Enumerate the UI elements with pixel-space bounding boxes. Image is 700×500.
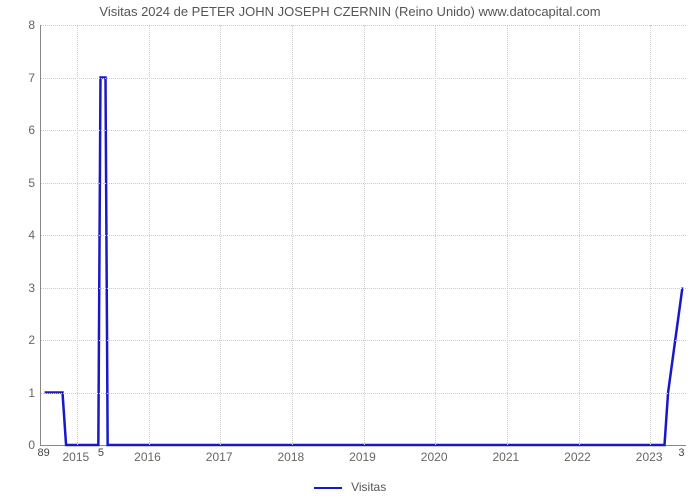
y-tick-label: 0 (5, 438, 35, 452)
gridline-vertical (77, 25, 78, 445)
y-tick-label: 4 (5, 228, 35, 242)
gridline-vertical (650, 25, 651, 445)
y-tick-label: 7 (5, 71, 35, 85)
x-tick-label: 2015 (62, 450, 89, 464)
chart-container: Visitas 2024 de PETER JOHN JOSEPH CZERNI… (0, 0, 700, 500)
x-tick-label: 2023 (636, 450, 663, 464)
x-tick-label: 2020 (421, 450, 448, 464)
x-tick-label: 2017 (206, 450, 233, 464)
data-point-label: 5 (98, 447, 104, 459)
y-tick-label: 6 (5, 123, 35, 137)
plot-area (40, 25, 686, 446)
gridline-vertical (435, 25, 436, 445)
gridline-vertical (220, 25, 221, 445)
data-point-label: 3 (678, 447, 684, 459)
gridline-vertical (292, 25, 293, 445)
legend: Visitas (0, 480, 700, 494)
x-tick-label: 2019 (349, 450, 376, 464)
gridline-vertical (579, 25, 580, 445)
x-tick-label: 2021 (492, 450, 519, 464)
y-tick-label: 3 (5, 281, 35, 295)
x-tick-label: 2022 (564, 450, 591, 464)
data-point-label: 89 (37, 447, 49, 459)
legend-label: Visitas (351, 480, 386, 494)
gridline-vertical (507, 25, 508, 445)
chart-title: Visitas 2024 de PETER JOHN JOSEPH CZERNI… (0, 4, 700, 19)
y-tick-label: 2 (5, 333, 35, 347)
legend-swatch (314, 487, 342, 489)
x-tick-label: 2018 (277, 450, 304, 464)
gridline-vertical (364, 25, 365, 445)
x-tick-label: 2016 (134, 450, 161, 464)
y-tick-label: 1 (5, 386, 35, 400)
y-tick-label: 8 (5, 18, 35, 32)
gridline-vertical (149, 25, 150, 445)
y-tick-label: 5 (5, 176, 35, 190)
